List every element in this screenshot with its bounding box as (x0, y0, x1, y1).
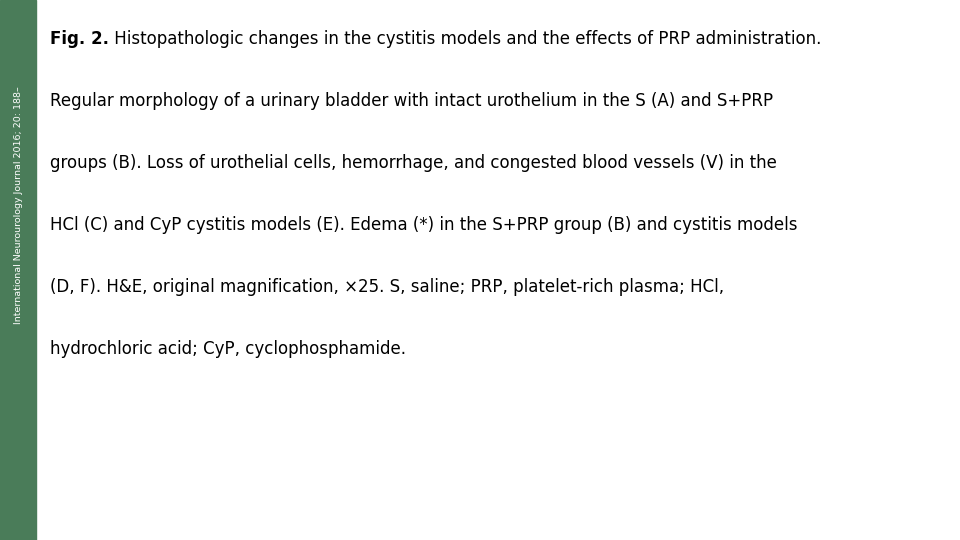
Text: Regular morphology of a urinary bladder with intact urothelium in the S (A) and : Regular morphology of a urinary bladder … (50, 92, 773, 110)
Text: International Neurourology Journal 2016; 20: 188–: International Neurourology Journal 2016;… (13, 86, 23, 324)
Text: HCl (C) and CyP cystitis models (E). Edema (*) in the S+PRP group (B) and cystit: HCl (C) and CyP cystitis models (E). Ede… (50, 216, 798, 234)
Text: Fig. 2.: Fig. 2. (50, 30, 108, 48)
Text: groups (B). Loss of urothelial cells, hemorrhage, and congested blood vessels (V: groups (B). Loss of urothelial cells, he… (50, 154, 777, 172)
Text: Histopathologic changes in the cystitis models and the effects of PRP administra: Histopathologic changes in the cystitis … (108, 30, 822, 48)
Text: hydrochloric acid; CyP, cyclophosphamide.: hydrochloric acid; CyP, cyclophosphamide… (50, 340, 406, 358)
Text: (D, F). H&E, original magnification, ×25. S, saline; PRP, platelet-rich plasma; : (D, F). H&E, original magnification, ×25… (50, 278, 724, 296)
